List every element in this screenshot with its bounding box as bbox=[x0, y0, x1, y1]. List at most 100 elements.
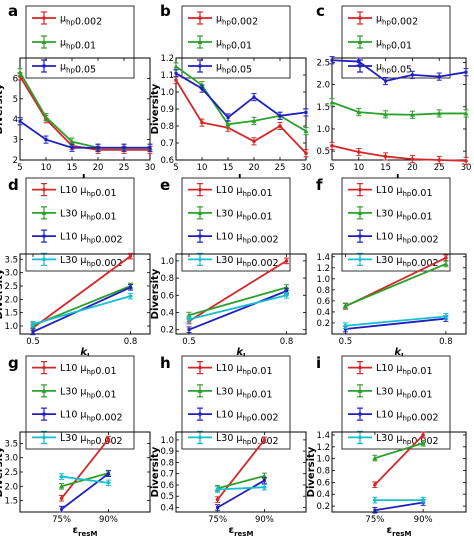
y-axis-label: Diversity bbox=[150, 446, 161, 497]
x-tick-label: 90% bbox=[414, 515, 433, 525]
marker bbox=[197, 434, 203, 440]
marker bbox=[330, 58, 334, 62]
legend: L10 μhp0.01 L30 μhp0.01 L10 μhp0.002 L30 μh… bbox=[341, 177, 451, 272]
svg-text:L10 μhp0.002: L10 μhp0.002 bbox=[60, 232, 123, 246]
legend-entry: μhp0.01 bbox=[188, 35, 252, 52]
series-3 bbox=[372, 496, 426, 504]
series-2 bbox=[329, 56, 469, 86]
x-tick-label: 30 bbox=[461, 163, 472, 173]
x-tick-label: 90% bbox=[255, 515, 274, 525]
y-axis-label: Diversity bbox=[0, 446, 5, 497]
series-line bbox=[32, 295, 131, 325]
legend-entry: L30 μhp0.01 bbox=[32, 384, 117, 400]
y-tick-label: 3.5 bbox=[4, 255, 18, 265]
chart-panel-e: e L10 μhp0.01 L30 μhp0.01 L10 μhp0.002 L30 μ… bbox=[150, 176, 307, 360]
legend: L10 μhp0.01 L30 μhp0.01 L10 μhp0.002 L30 μh… bbox=[341, 355, 451, 450]
y-tick-label: 0.9 bbox=[160, 447, 174, 457]
marker bbox=[215, 486, 221, 492]
x-tick-label: 25 bbox=[434, 163, 445, 173]
marker bbox=[444, 256, 448, 260]
marker bbox=[30, 321, 36, 327]
series-line bbox=[345, 317, 446, 330]
marker bbox=[278, 124, 282, 128]
marker bbox=[437, 75, 441, 79]
marker bbox=[278, 114, 282, 118]
marker bbox=[356, 109, 362, 115]
marker bbox=[106, 472, 110, 476]
marker bbox=[342, 303, 348, 308]
y-tick-label: 0.6 bbox=[160, 156, 174, 166]
marker bbox=[261, 473, 267, 478]
marker bbox=[173, 64, 179, 69]
plot-area bbox=[19, 253, 151, 335]
svg-text:L10 μhp0.01: L10 μhp0.01 bbox=[216, 363, 273, 377]
marker bbox=[304, 151, 308, 155]
y-tick-label: 0.4 bbox=[316, 490, 330, 500]
y-tick-label: 0.6 bbox=[316, 478, 330, 488]
x-tick-label: 15 bbox=[223, 163, 234, 173]
y-tick-label: 0.8 bbox=[316, 467, 330, 477]
marker bbox=[42, 412, 46, 416]
chart-panel-i: i L10 μhp0.01 L30 μhp0.01 L10 μhp0.002 L30 μ… bbox=[306, 354, 467, 538]
svg-text:μhp0.05: μhp0.05 bbox=[216, 62, 252, 76]
y-tick-label: 1.0 bbox=[160, 436, 174, 446]
marker bbox=[200, 87, 204, 91]
x-tick-label: 0.8 bbox=[280, 337, 294, 347]
legend-entry: μhp0.05 bbox=[32, 59, 96, 76]
marker bbox=[443, 261, 449, 266]
svg-text:μhp0.002: μhp0.002 bbox=[376, 14, 418, 28]
y-tick-label: 0.4 bbox=[316, 308, 330, 318]
y-tick-label: 3.5 bbox=[4, 439, 18, 449]
series-line bbox=[374, 501, 424, 512]
series-line bbox=[175, 79, 307, 154]
series-3 bbox=[59, 473, 111, 487]
marker bbox=[186, 316, 192, 322]
y-tick-label: 0.8 bbox=[160, 274, 174, 284]
x-tick-label: 0.8 bbox=[439, 337, 453, 347]
chart-panel-f: f L10 μhp0.01 L30 μhp0.01 L10 μhp0.002 L30 μ… bbox=[316, 176, 467, 360]
marker bbox=[372, 455, 378, 461]
marker bbox=[42, 64, 46, 68]
panel-label: d bbox=[8, 176, 19, 194]
marker bbox=[409, 112, 415, 117]
marker bbox=[437, 158, 442, 162]
marker bbox=[197, 39, 203, 44]
x-tick-label: 75% bbox=[208, 515, 227, 525]
series-1 bbox=[17, 68, 153, 152]
x-tick-label: 15 bbox=[67, 163, 78, 173]
y-tick-label: 2 bbox=[13, 156, 18, 166]
svg-text:μhp0.002: μhp0.002 bbox=[216, 14, 258, 28]
marker bbox=[358, 187, 362, 192]
series-line bbox=[188, 286, 287, 316]
y-tick-label: 1.0 bbox=[316, 275, 330, 285]
marker bbox=[436, 110, 442, 116]
svg-text:μhp0.05: μhp0.05 bbox=[60, 62, 96, 76]
marker bbox=[197, 388, 203, 393]
y-tick-label: 1.5 bbox=[4, 497, 18, 507]
legend-entry: L10 μhp0.002 bbox=[32, 229, 123, 246]
series-2 bbox=[59, 470, 111, 513]
legend-entry: L30 μhp0.002 bbox=[348, 430, 439, 447]
y-axis-label: Diversity bbox=[306, 446, 317, 497]
series-2 bbox=[186, 287, 289, 333]
series-1 bbox=[329, 98, 469, 119]
legend-entry: L10 μhp0.002 bbox=[32, 407, 123, 424]
marker bbox=[358, 412, 362, 416]
y-tick-label: 0.5 bbox=[160, 492, 174, 502]
svg-text:μhp0.05: μhp0.05 bbox=[376, 62, 412, 76]
x-tick-label: 75% bbox=[52, 515, 71, 525]
svg-text:L10 μhp0.002: L10 μhp0.002 bbox=[376, 410, 439, 424]
y-tick-label: 0.6 bbox=[160, 481, 174, 491]
marker bbox=[128, 254, 133, 258]
marker bbox=[42, 234, 46, 238]
legend-entry: L30 μhp0.002 bbox=[32, 430, 123, 447]
y-axis-label: Diversity bbox=[150, 268, 161, 319]
series-line bbox=[175, 65, 307, 132]
marker bbox=[41, 434, 47, 440]
marker bbox=[216, 505, 220, 509]
series-0 bbox=[17, 72, 153, 154]
y-tick-label: 5 bbox=[13, 95, 18, 105]
panel-label: h bbox=[160, 354, 171, 372]
series-line bbox=[331, 101, 466, 116]
